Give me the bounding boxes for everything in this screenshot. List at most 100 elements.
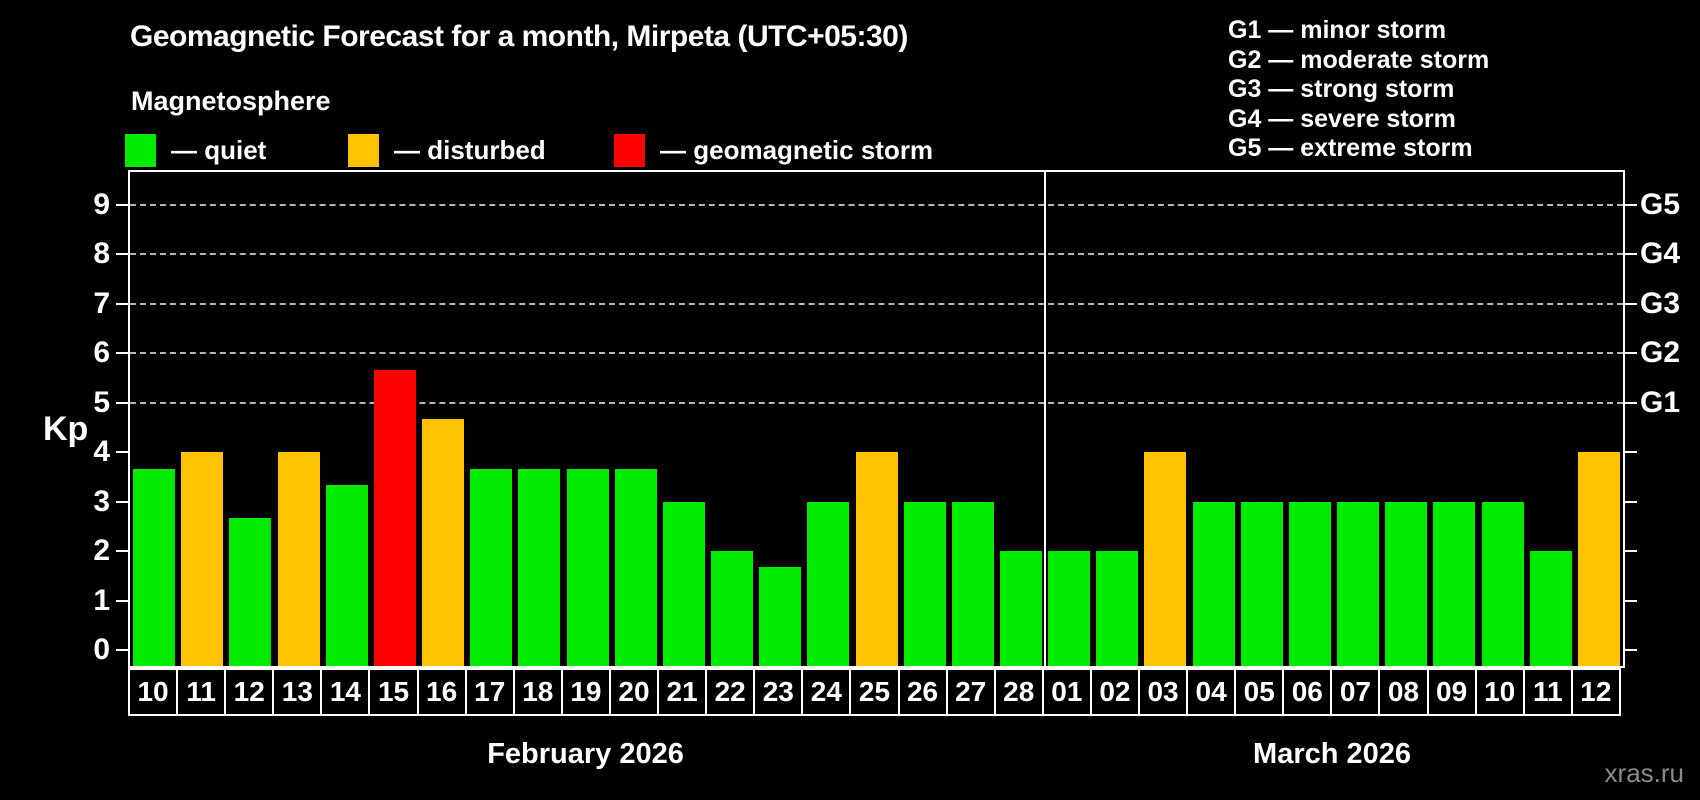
- left-tick-kp2: [116, 550, 128, 553]
- y-axis-label: Kp: [43, 410, 89, 448]
- kp-bar-day-09: [1433, 501, 1476, 666]
- g-label-g3: G3: [1640, 286, 1681, 320]
- left-tick-kp1: [116, 599, 128, 602]
- right-tick-kp0: [1625, 649, 1637, 651]
- legend-label-storm: — geomagnetic storm: [660, 134, 934, 165]
- day-label-feb-12: 12: [224, 668, 275, 716]
- g-label-g4: G4: [1640, 237, 1681, 271]
- kp-bar-day-23: [759, 567, 802, 666]
- day-label-mar-01: 01: [1041, 668, 1092, 716]
- left-tick-kp0: [116, 649, 128, 651]
- day-label-feb-23: 23: [753, 668, 804, 716]
- g-label-g5: G5: [1640, 188, 1681, 221]
- kp-bar-day-16: [422, 419, 465, 666]
- day-label-feb-15: 15: [368, 668, 419, 716]
- left-tick-kp8: [116, 253, 128, 256]
- plot-inner: [130, 172, 1623, 666]
- y-tick-label-3: 3: [93, 484, 110, 518]
- kp-bar-day-24: [807, 501, 850, 666]
- legend-label-quiet: — quiet: [171, 134, 267, 165]
- day-label-mar-12: 12: [1570, 668, 1621, 716]
- kp-bar-day-22: [711, 551, 754, 666]
- kp-bar-day-04: [1192, 501, 1235, 666]
- kp-bar-day-05: [1240, 501, 1283, 666]
- day-label-feb-28: 28: [993, 668, 1044, 716]
- kp-bar-day-07: [1337, 501, 1380, 666]
- day-label-mar-08: 08: [1378, 668, 1429, 716]
- right-tick-kp8: [1625, 253, 1637, 256]
- gridline-kp9: [130, 204, 1623, 206]
- kp-bar-day-10: [1481, 501, 1524, 666]
- right-tick-kp6: [1625, 352, 1637, 355]
- day-label-feb-14: 14: [320, 668, 371, 716]
- kp-bar-day-20: [614, 468, 657, 666]
- legend-label-disturbed: — disturbed: [394, 134, 546, 165]
- y-tick-label-6: 6: [93, 336, 110, 370]
- g-label-g2: G2: [1640, 336, 1681, 370]
- right-tick-kp5: [1625, 401, 1637, 404]
- gridline-kp8: [130, 253, 1623, 256]
- disturbed-color-swatch-icon: [348, 133, 379, 167]
- g-scale-legend: G1 — minor storm G2 — moderate storm G3 — …: [1228, 16, 1489, 164]
- left-tick-kp5: [116, 401, 128, 404]
- left-tick-kp6: [116, 352, 128, 355]
- left-tick-kp9: [116, 204, 128, 206]
- day-label-feb-22: 22: [705, 668, 756, 716]
- y-tick-label-0: 0: [93, 633, 110, 666]
- g-legend-line-5: G5 — extreme storm: [1228, 134, 1473, 163]
- y-tick-label-9: 9: [93, 188, 110, 221]
- right-tick-kp9: [1625, 204, 1637, 206]
- day-label-mar-03: 03: [1137, 668, 1189, 716]
- day-label-feb-19: 19: [560, 668, 611, 716]
- gridline-kp7: [130, 302, 1623, 305]
- g-legend-line-3: G3 — strong storm: [1228, 75, 1455, 104]
- plot-area: [128, 170, 1625, 668]
- legend-item-disturbed: — disturbed: [348, 133, 546, 167]
- y-tick-label-7: 7: [93, 286, 110, 320]
- g-label-g1: G1: [1640, 385, 1681, 419]
- legend-item-quiet: — quiet: [125, 133, 266, 167]
- gridline-kp5: [130, 401, 1623, 404]
- kp-bar-day-10: [133, 468, 176, 666]
- kp-bar-day-28: [999, 551, 1042, 666]
- kp-bar-day-14: [325, 485, 368, 666]
- day-label-feb-13: 13: [272, 668, 323, 716]
- right-tick-kp3: [1625, 500, 1637, 503]
- day-label-feb-11: 11: [176, 668, 227, 716]
- day-label-mar-06: 06: [1282, 668, 1333, 716]
- day-label-mar-11: 11: [1522, 668, 1573, 716]
- kp-bar-day-06: [1288, 501, 1331, 666]
- storm-color-swatch-icon: [614, 133, 645, 167]
- month-label-1: February 2026: [487, 738, 684, 770]
- kp-bar-day-01: [1048, 551, 1091, 666]
- day-label-feb-18: 18: [512, 668, 563, 716]
- kp-bar-day-17: [470, 468, 513, 666]
- day-label-mar-02: 02: [1089, 668, 1140, 716]
- left-tick-kp4: [116, 451, 128, 454]
- kp-bar-day-12: [229, 518, 272, 666]
- gridline-kp6: [130, 352, 1623, 355]
- day-label-mar-07: 07: [1330, 668, 1381, 716]
- day-label-feb-21: 21: [657, 668, 708, 716]
- day-label-feb-26: 26: [897, 668, 948, 716]
- day-label-mar-10: 10: [1474, 668, 1525, 716]
- day-label-feb-10: 10: [128, 668, 179, 716]
- day-label-feb-20: 20: [608, 668, 660, 716]
- kp-bar-day-11: [1529, 551, 1572, 666]
- right-tick-kp7: [1625, 302, 1637, 305]
- legend-item-storm: — geomagnetic storm: [614, 133, 933, 167]
- kp-bar-day-21: [662, 501, 705, 666]
- kp-bar-day-13: [277, 452, 320, 666]
- day-label-feb-24: 24: [801, 668, 852, 716]
- watermark: xras.ru: [1604, 758, 1684, 788]
- kp-bar-day-18: [518, 468, 561, 666]
- right-tick-kp2: [1625, 550, 1637, 553]
- day-label-mar-09: 09: [1426, 668, 1477, 716]
- quiet-color-swatch-icon: [125, 133, 156, 167]
- day-label-mar-05: 05: [1234, 668, 1285, 716]
- kp-bar-day-26: [903, 501, 946, 666]
- kp-bar-day-25: [855, 452, 898, 666]
- kp-bar-day-08: [1385, 501, 1428, 666]
- day-axis: 10 11 12 13 14 15 16 17 18 19 20 21 22 23 24 25 26 27 28 01…: [128, 668, 1621, 716]
